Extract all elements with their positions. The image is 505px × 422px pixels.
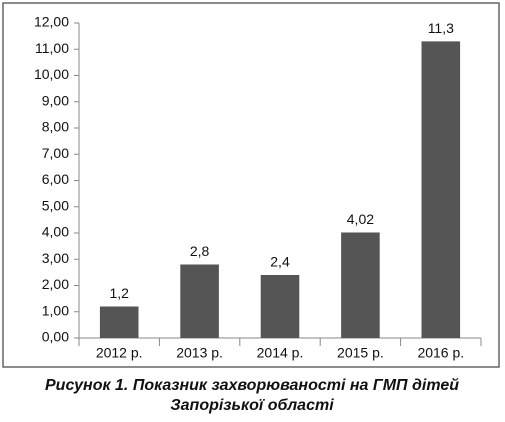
bar [99, 306, 139, 338]
y-tick-label: 5,00 [42, 197, 69, 213]
y-tick-label: 7,00 [42, 145, 69, 161]
bar [421, 41, 461, 338]
y-tick-label: 1,00 [42, 302, 69, 318]
y-tick-label: 10,00 [34, 66, 69, 82]
chart-frame [2, 2, 500, 368]
bar [341, 232, 380, 338]
x-tick-label: 2012 р. [96, 345, 143, 361]
y-tick-label: 2,00 [42, 276, 69, 292]
y-tick-label: 8,00 [42, 119, 69, 135]
x-tick-label: 2016 р. [417, 345, 464, 361]
value-label: 2,8 [190, 243, 210, 259]
bar [180, 264, 219, 338]
y-tick-label: 6,00 [42, 171, 69, 187]
value-label: 4,02 [347, 211, 374, 227]
caption-line: Рисунок 1. Показник захворюваності на ГМ… [45, 377, 459, 394]
y-tick-label: 3,00 [42, 250, 69, 266]
value-label: 1,2 [109, 285, 129, 301]
bar [260, 275, 300, 338]
y-tick-label: 0,00 [42, 329, 69, 345]
y-tick-label: 11,00 [35, 40, 69, 56]
caption-line: Запорізької області [170, 397, 334, 414]
value-label: 11,3 [428, 20, 454, 36]
x-tick-label: 2013 р. [176, 345, 223, 361]
y-tick-label: 4,00 [42, 224, 69, 240]
value-label: 2,4 [270, 254, 290, 270]
x-tick-label: 2014 р. [257, 345, 304, 361]
y-tick-label: 12,00 [34, 14, 69, 30]
y-tick-label: 9,00 [42, 92, 69, 108]
x-tick-label: 2015 р. [337, 345, 384, 361]
